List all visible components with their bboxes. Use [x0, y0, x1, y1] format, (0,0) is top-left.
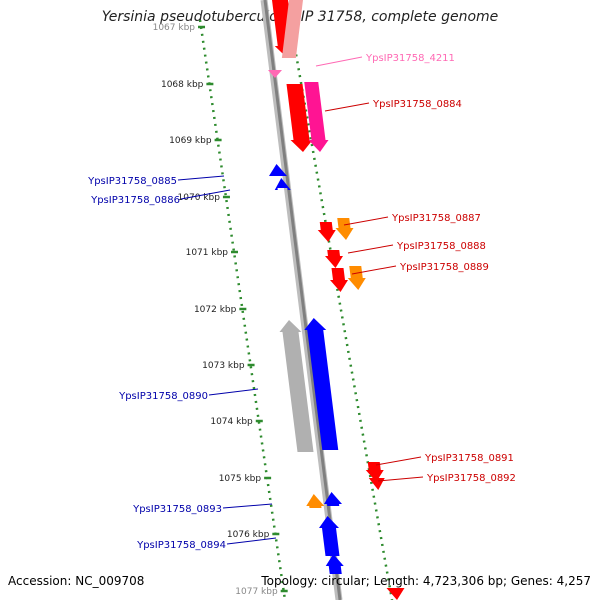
- leader-line: [377, 476, 424, 482]
- feature-0894-b: [325, 554, 344, 574]
- tick-label: 1075 kbp: [219, 474, 262, 484]
- gene-label-right: YpsIP31758_4211: [365, 53, 455, 64]
- tick-label: 1070 kbp: [178, 193, 221, 203]
- leader-line: [343, 216, 389, 226]
- feature-0885: [269, 164, 287, 176]
- tick-label: 1068 kbp: [161, 80, 204, 90]
- tick-label: 1072 kbp: [194, 305, 237, 315]
- gene-label-right: YpsIP31758_0888: [396, 241, 486, 252]
- gene-label-right: YpsIP31758_0889: [399, 262, 489, 273]
- feature-0888: [325, 250, 343, 268]
- gene-label-left: YpsIP31758_0893: [132, 504, 222, 515]
- gene-label-right: YpsIP31758_0887: [391, 213, 481, 224]
- feature-0886: [274, 178, 291, 190]
- feature-0891: [365, 462, 384, 482]
- gene-label-left: YpsIP31758_0886: [90, 195, 180, 206]
- gene-label-left: YpsIP31758_0894: [136, 540, 226, 551]
- tick-label: 1071 kbp: [186, 248, 229, 258]
- tick-label: 1067 kbp: [153, 23, 196, 33]
- leader-line: [226, 537, 277, 545]
- kbp-ticks: 1067 kbp 1068 kbp 1069 kbp 1070 kbp 1071 kbp…: [153, 23, 288, 597]
- leader-line: [351, 265, 397, 275]
- feature-0890-grey: [279, 320, 314, 452]
- feature-0884: [286, 84, 313, 152]
- leader-line: [208, 388, 259, 396]
- gene-label-left: YpsIP31758_0890: [118, 391, 208, 402]
- feature-0893-orange: [306, 494, 325, 508]
- leader-line: [222, 503, 273, 509]
- leader-line: [375, 456, 422, 466]
- feature-0890: [304, 318, 339, 450]
- feature-0884-b: [304, 82, 329, 152]
- feature-0889-b: [347, 266, 366, 290]
- gene-label-right: YpsIP31758_0891: [424, 453, 514, 464]
- feature-4211-pale: [281, 0, 303, 58]
- gene-features: [268, 0, 405, 600]
- gene-labels: YpsIP31758_4211 YpsIP31758_0884 YpsIP31758…: [87, 53, 516, 551]
- feature-0887-a: [317, 222, 336, 242]
- feature-0887-b: [335, 218, 354, 240]
- dotted-tracks: [198, 19, 394, 600]
- tick-label: 1073 kbp: [202, 361, 245, 371]
- leader-line: [315, 56, 363, 67]
- leader-line: [324, 102, 370, 112]
- feature-0891-b: [368, 478, 385, 490]
- tick-label: 1076 kbp: [227, 530, 270, 540]
- gene-label-right: YpsIP31758_0892: [426, 473, 516, 484]
- genome-summary-text: Topology: circular; Length: 4,723,306 bp…: [261, 574, 591, 588]
- gene-label-right: YpsIP31758_0884: [372, 99, 462, 110]
- leader-line: [180, 189, 231, 200]
- right-dotted-track: [288, 19, 394, 600]
- feature-0893: [324, 492, 342, 506]
- tick-label: 1077 kbp: [235, 587, 278, 597]
- feature-0894: [319, 516, 340, 556]
- leader-line: [347, 244, 394, 254]
- gene-label-left: YpsIP31758_0885: [87, 176, 177, 187]
- tick-label: 1074 kbp: [210, 417, 253, 427]
- leader-line: [177, 175, 225, 181]
- feature-tail: [386, 588, 405, 600]
- feature-4211-marker: [268, 70, 282, 78]
- tick-label: 1069 kbp: [169, 136, 212, 146]
- feature-0889-a: [330, 268, 348, 292]
- accession-text: Accession: NC_009708: [8, 574, 145, 588]
